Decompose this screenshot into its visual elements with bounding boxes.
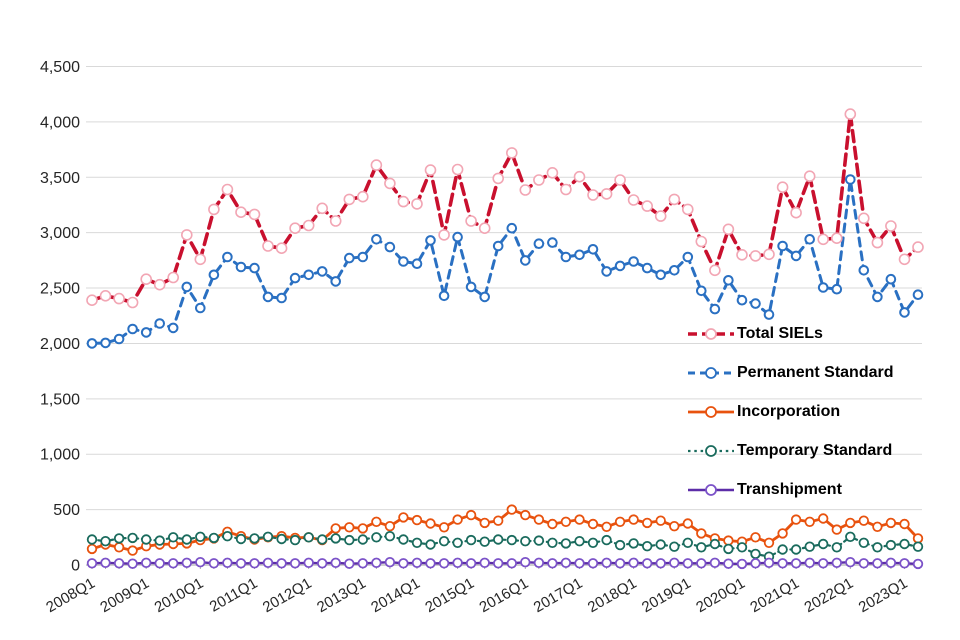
svg-text:2012Q1: 2012Q1 xyxy=(260,575,315,616)
legend-item-permanent-standard: Permanent Standard xyxy=(688,359,893,386)
temporary-standard-line-swatch-icon xyxy=(688,444,734,457)
series-line-total-siels xyxy=(90,112,920,305)
legend-item-total-siels: Total SIELs xyxy=(688,320,893,347)
svg-text:2023Q1: 2023Q1 xyxy=(856,575,911,616)
svg-text:2019Q1: 2019Q1 xyxy=(639,575,694,616)
legend-item-incorporation: Incorporation xyxy=(688,398,893,425)
series-markers-transhipment xyxy=(86,557,924,570)
chart-legend: Total SIELs Permanent Standard Incorpora… xyxy=(688,320,893,515)
legend-label-total-siels: Total SIELs xyxy=(737,324,823,342)
total-siels-line-swatch-icon xyxy=(688,327,734,340)
svg-text:2014Q1: 2014Q1 xyxy=(368,575,423,616)
svg-text:2015Q1: 2015Q1 xyxy=(422,575,477,616)
y-axis-labels: 0 500 1,000 1,500 2,000 2,500 3,000 3,500 4,000 4… xyxy=(40,59,80,575)
svg-text:1,500: 1,500 xyxy=(40,391,80,408)
incorporation-line-swatch-icon xyxy=(688,405,734,418)
svg-text:2010Q1: 2010Q1 xyxy=(152,575,207,616)
svg-text:2016Q1: 2016Q1 xyxy=(477,575,532,616)
svg-text:2,000: 2,000 xyxy=(40,336,80,353)
series-markers-total-siels xyxy=(86,108,924,309)
svg-text:2021Q1: 2021Q1 xyxy=(747,575,802,616)
svg-text:2017Q1: 2017Q1 xyxy=(531,575,586,616)
svg-text:2,500: 2,500 xyxy=(40,281,80,298)
svg-text:2008Q1: 2008Q1 xyxy=(43,575,98,616)
gridlines xyxy=(86,66,922,511)
svg-text:0: 0 xyxy=(71,558,80,575)
legend-label-temporary-standard: Temporary Standard xyxy=(737,441,893,459)
svg-text:2013Q1: 2013Q1 xyxy=(314,575,369,616)
series-markers-permanent-standard xyxy=(86,174,924,349)
transhipment-line-swatch-icon xyxy=(688,483,734,496)
svg-text:2011Q1: 2011Q1 xyxy=(207,575,261,616)
legend-item-transhipment: Transhipment xyxy=(688,476,893,503)
svg-text:2020Q1: 2020Q1 xyxy=(693,575,748,616)
svg-text:2018Q1: 2018Q1 xyxy=(585,575,640,616)
legend-label-transhipment: Transhipment xyxy=(737,480,842,498)
svg-text:500: 500 xyxy=(53,502,80,519)
svg-text:4,500: 4,500 xyxy=(40,59,80,76)
svg-text:2009Q1: 2009Q1 xyxy=(97,575,152,616)
permanent-standard-line-swatch-icon xyxy=(688,366,734,379)
svg-text:1,000: 1,000 xyxy=(40,447,80,464)
legend-item-temporary-standard: Temporary Standard xyxy=(688,437,893,464)
legend-label-incorporation: Incorporation xyxy=(737,402,841,420)
svg-text:4,000: 4,000 xyxy=(40,114,80,131)
legend-label-permanent-standard: Permanent Standard xyxy=(737,363,894,381)
svg-text:3,000: 3,000 xyxy=(40,225,80,242)
svg-text:3,500: 3,500 xyxy=(40,170,80,187)
x-axis-labels: 2008Q1 2009Q1 2010Q1 2011Q1 2012Q1 2013Q1 2014… xyxy=(43,575,910,616)
series-markers-temporary-standard xyxy=(86,531,924,562)
svg-text:2022Q1: 2022Q1 xyxy=(802,575,857,616)
